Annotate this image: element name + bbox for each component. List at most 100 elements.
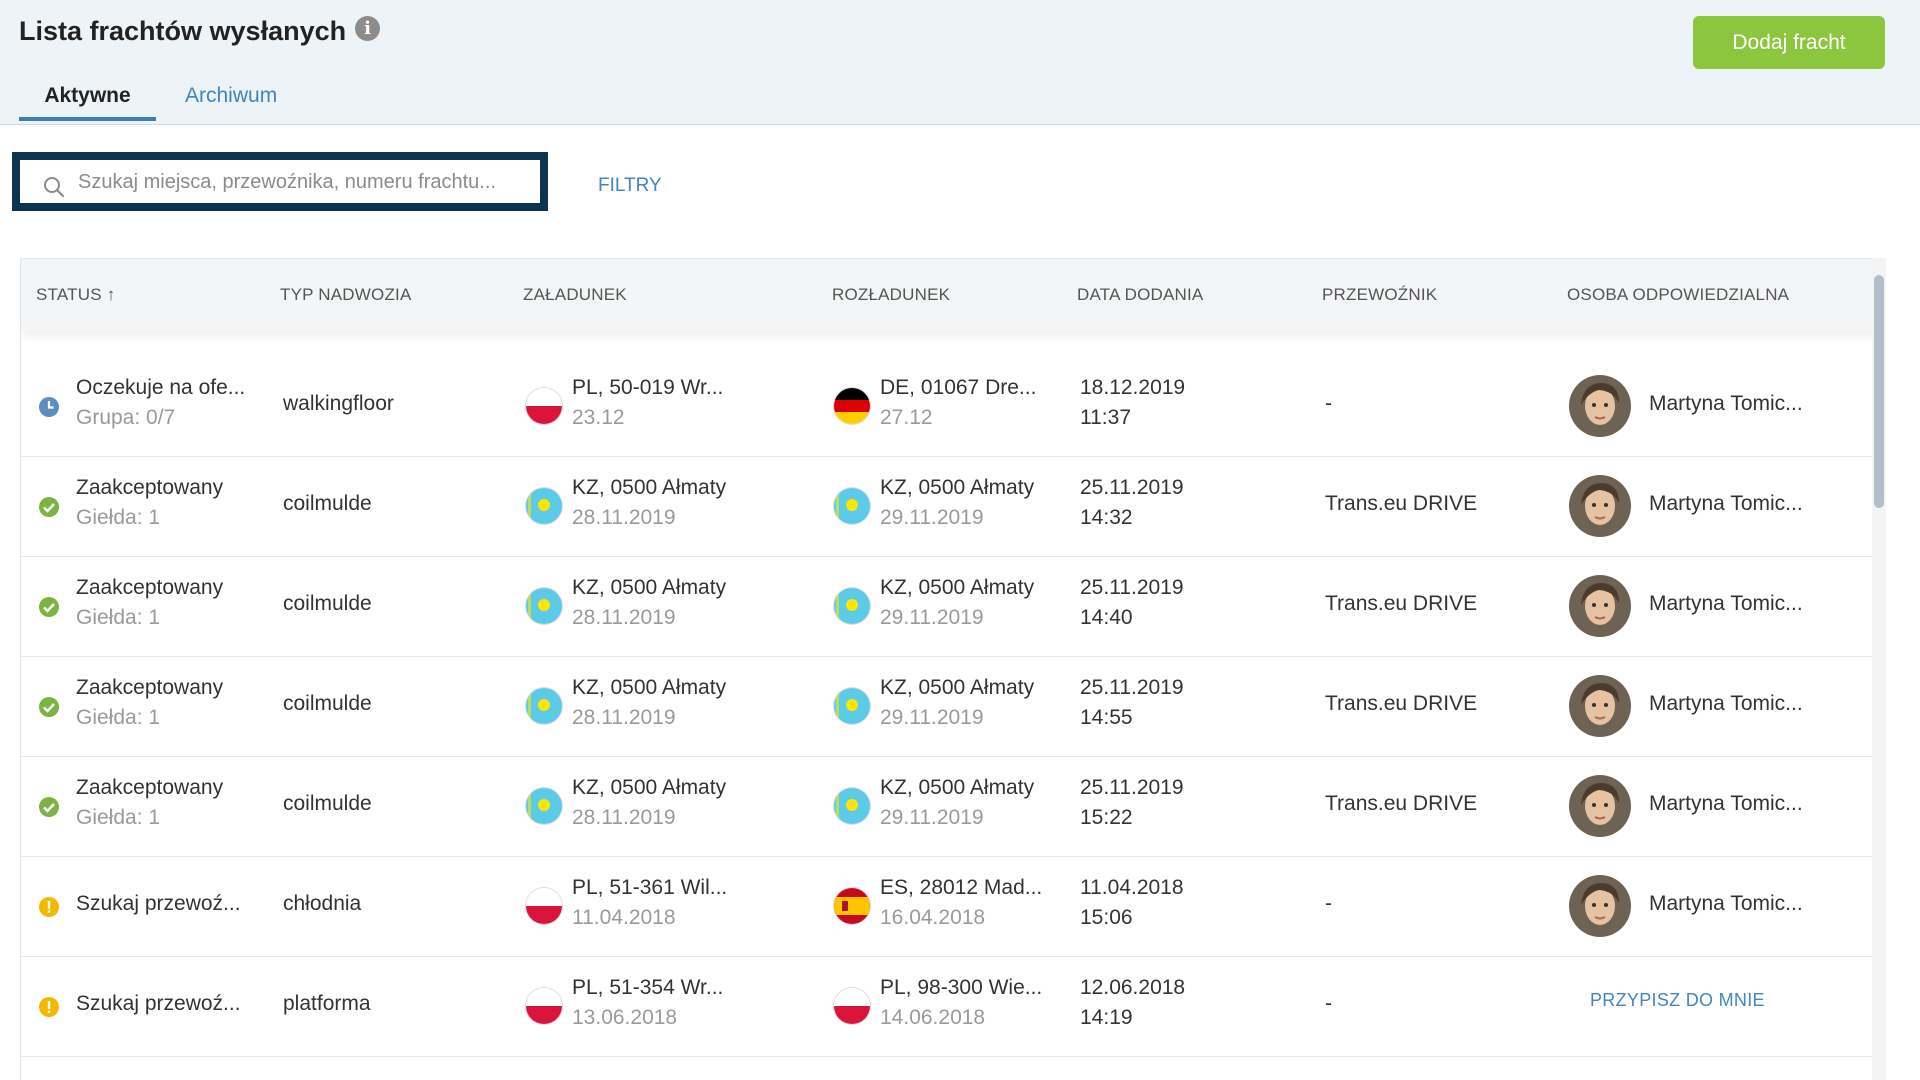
loading-cell: PL, 51-354 Wr... 13.06.2018	[572, 976, 723, 1030]
page-header: Lista frachtów wysłanych i Dodaj fracht …	[0, 0, 1920, 125]
flag-icon	[526, 388, 562, 424]
loading-cell: KZ, 0500 Ałmaty 28.11.2019	[572, 776, 726, 830]
clock-icon	[38, 396, 60, 423]
body-type: coilmulde	[283, 792, 372, 815]
body-type: walkingfloor	[283, 392, 394, 415]
body-type: coilmulde	[283, 492, 372, 515]
responsible-person[interactable]: Martyna Tomic...	[1649, 892, 1803, 915]
unloading-date: 29.11.2019	[880, 506, 984, 529]
responsible-person[interactable]: Martyna Tomic...	[1649, 792, 1803, 815]
search-icon	[44, 177, 65, 198]
column-header-responsible[interactable]: OSOBA ODPOWIEDZIALNA	[1567, 285, 1790, 304]
unloading-place: KZ, 0500 Ałmaty	[880, 576, 1035, 599]
flag-icon	[526, 888, 562, 924]
carrier: -	[1325, 992, 1332, 1015]
added-time: 15:22	[1080, 806, 1133, 829]
warning-icon	[38, 896, 60, 923]
avatar	[1569, 775, 1631, 837]
unloading-place: KZ, 0500 Ałmaty	[880, 776, 1035, 799]
assign-to-me-link[interactable]: PRZYPISZ DO MNIE	[1590, 990, 1765, 1010]
unloading-date: 29.11.2019	[880, 806, 984, 829]
table-row[interactable]: Szukaj przewoź... platforma PL, 51-354 Wr.…	[21, 956, 1873, 1057]
unloading-cell: DE, 01067 Dre... 27.12	[880, 376, 1036, 430]
table-row[interactable]: Szukaj przewoź... chłodnia PL, 51-361 Wil.…	[21, 856, 1873, 957]
loading-place: KZ, 0500 Ałmaty	[572, 576, 727, 599]
flag-icon	[526, 488, 562, 524]
column-header-unloading[interactable]: ROZŁADUNEK	[832, 285, 951, 304]
added-date: 25.11.2019	[1080, 576, 1184, 599]
status-subtext: Giełda: 1	[76, 606, 161, 629]
search-box	[12, 152, 548, 211]
scrollbar-thumb[interactable]	[1874, 275, 1884, 508]
responsible-person[interactable]: Martyna Tomic...	[1649, 592, 1803, 615]
table-row[interactable]: Zaakceptowany Giełda: 1 coilmulde KZ, 0500 …	[21, 556, 1873, 657]
added-time: 15:06	[1080, 906, 1133, 929]
loading-place: KZ, 0500 Ałmaty	[572, 676, 727, 699]
carrier: -	[1325, 392, 1332, 415]
table-row[interactable]: Oczekuje na ofe... Grupa: 0/7 walkingfloor…	[21, 356, 1873, 457]
page-title: Lista frachtów wysłanych	[19, 16, 347, 46]
flag-icon	[526, 688, 562, 724]
status-cell: Oczekuje na ofe... Grupa: 0/7	[76, 376, 245, 430]
add-freight-button[interactable]: Dodaj fracht	[1693, 16, 1885, 69]
loading-date: 28.11.2019	[572, 606, 676, 629]
avatar	[1569, 375, 1631, 437]
check-circle-icon	[38, 596, 60, 623]
unloading-cell: ES, 28012 Mad... 16.04.2018	[880, 876, 1042, 930]
flag-icon	[834, 388, 870, 424]
flag-icon	[834, 488, 870, 524]
loading-place: PL, 51-361 Wil...	[572, 876, 728, 899]
column-label: STATUS	[36, 285, 102, 304]
info-icon[interactable]: i	[355, 16, 380, 41]
body-type: chłodnia	[283, 892, 362, 915]
status-text: Zaakceptowany	[76, 676, 224, 699]
status-cell: Zaakceptowany Giełda: 1	[76, 776, 223, 830]
status-subtext: Giełda: 1	[76, 806, 161, 829]
avatar	[1569, 675, 1631, 737]
filters-link[interactable]: FILTRY	[598, 175, 662, 196]
loading-date: 28.11.2019	[572, 806, 676, 829]
loading-place: KZ, 0500 Ałmaty	[572, 476, 727, 499]
responsible-person[interactable]: Martyna Tomic...	[1649, 392, 1803, 415]
body-type: platforma	[283, 992, 371, 1015]
loading-cell: KZ, 0500 Ałmaty 28.11.2019	[572, 676, 726, 730]
column-header-loading[interactable]: ZAŁADUNEK	[523, 285, 627, 304]
status-text: Zaakceptowany	[76, 576, 224, 599]
added-date: 11.04.2018	[1080, 876, 1184, 899]
added-date-cell: 12.06.2018 14:19	[1080, 976, 1185, 1030]
table-row[interactable]: Zaakceptowany Giełda: 1 coilmulde KZ, 0500 …	[21, 756, 1873, 857]
added-date: 25.11.2019	[1080, 776, 1184, 799]
loading-date: 11.04.2018	[572, 906, 676, 929]
column-header-body-type[interactable]: TYP NADWOZIA	[280, 285, 412, 304]
freight-table: STATUS ↑ TYP NADWOZIA ZAŁADUNEK ROZŁADUN…	[20, 258, 1886, 1080]
status-subtext: Giełda: 1	[76, 706, 161, 729]
table-row[interactable]: Zaakceptowany Giełda: 1 coilmulde KZ, 0500 …	[21, 456, 1873, 557]
loading-date: 28.11.2019	[572, 506, 676, 529]
search-input[interactable]	[76, 160, 540, 205]
column-header-status[interactable]: STATUS ↑	[36, 285, 115, 305]
added-date: 25.11.2019	[1080, 676, 1184, 699]
status-cell: Zaakceptowany Giełda: 1	[76, 476, 223, 530]
unloading-place: KZ, 0500 Ałmaty	[880, 476, 1035, 499]
column-header-added-date[interactable]: DATA DODANIA	[1077, 285, 1204, 304]
unloading-date: 29.11.2019	[880, 706, 984, 729]
status-text: Zaakceptowany	[76, 476, 224, 499]
status-subtext: Giełda: 1	[76, 506, 161, 529]
body-type: coilmulde	[283, 692, 372, 715]
carrier: Trans.eu DRIVE	[1325, 792, 1478, 815]
added-time: 14:32	[1080, 506, 1133, 529]
column-header-carrier[interactable]: PRZEWOŹNIK	[1322, 285, 1438, 304]
flag-icon	[834, 788, 870, 824]
status-cell: Szukaj przewoź...	[76, 992, 241, 1016]
loading-place: PL, 51-354 Wr...	[572, 976, 724, 999]
tab-active[interactable]: Aktywne	[19, 84, 156, 121]
loading-cell: KZ, 0500 Ałmaty 28.11.2019	[572, 476, 726, 530]
flag-icon	[526, 588, 562, 624]
unloading-place: PL, 98-300 Wie...	[880, 976, 1043, 999]
responsible-person[interactable]: Martyna Tomic...	[1649, 492, 1803, 515]
table-row[interactable]: Zaakceptowany Giełda: 1 coilmulde KZ, 0500 …	[21, 656, 1873, 757]
tab-archive[interactable]: Archiwum	[185, 84, 278, 107]
loading-date: 13.06.2018	[572, 1006, 678, 1029]
avatar	[1569, 475, 1631, 537]
responsible-person[interactable]: Martyna Tomic...	[1649, 692, 1803, 715]
